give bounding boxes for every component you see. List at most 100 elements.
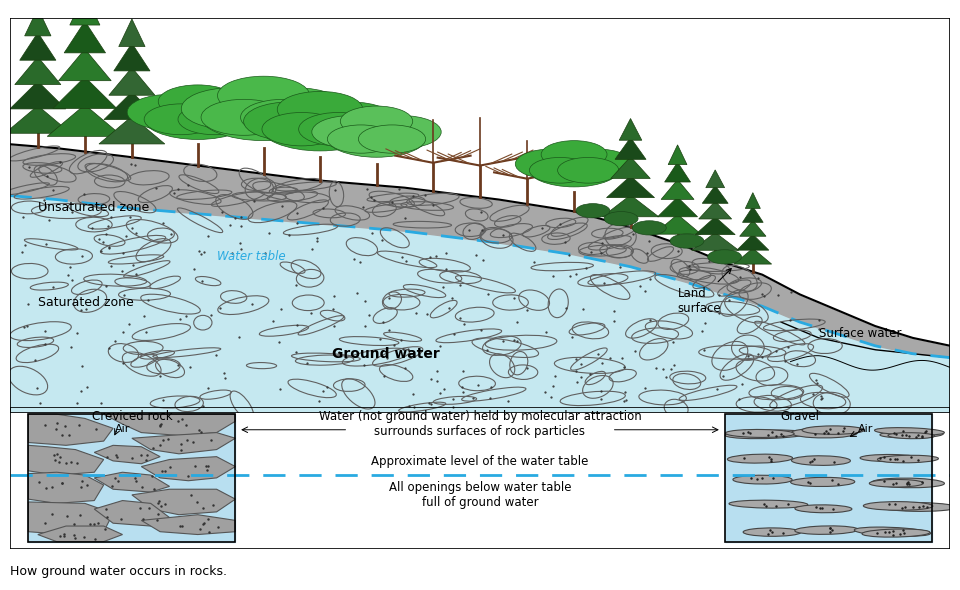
Circle shape [312, 116, 390, 148]
Polygon shape [703, 185, 728, 204]
Polygon shape [611, 157, 650, 179]
Circle shape [529, 158, 590, 183]
Polygon shape [94, 445, 160, 464]
Polygon shape [14, 57, 60, 84]
Polygon shape [737, 234, 769, 250]
Polygon shape [10, 18, 950, 346]
Circle shape [201, 99, 287, 135]
Text: Water table: Water table [217, 250, 285, 263]
Polygon shape [691, 232, 739, 250]
Ellipse shape [743, 528, 801, 536]
Circle shape [541, 140, 607, 168]
Polygon shape [654, 214, 701, 234]
Circle shape [358, 125, 425, 153]
Polygon shape [59, 49, 111, 81]
Polygon shape [10, 18, 950, 358]
Polygon shape [619, 119, 642, 140]
Text: Gravel: Gravel [780, 410, 820, 423]
Polygon shape [119, 19, 145, 47]
Text: Creviced rock: Creviced rock [91, 410, 172, 423]
Polygon shape [53, 77, 117, 109]
Polygon shape [745, 192, 760, 208]
Ellipse shape [863, 502, 933, 510]
Circle shape [299, 113, 378, 146]
Ellipse shape [795, 526, 858, 535]
Ellipse shape [729, 500, 807, 508]
Text: Air: Air [858, 424, 874, 434]
Circle shape [304, 102, 396, 140]
Text: Unsaturated zone: Unsaturated zone [37, 201, 149, 214]
Circle shape [527, 148, 621, 187]
Circle shape [576, 204, 610, 218]
Text: Ground water: Ground water [332, 347, 440, 360]
Polygon shape [706, 170, 725, 188]
Polygon shape [94, 500, 170, 526]
Ellipse shape [791, 428, 857, 438]
Circle shape [127, 94, 212, 130]
Polygon shape [47, 105, 123, 136]
Text: Water (not ground water) held by molecular attraction
surrounds surfaces of rock: Water (not ground water) held by molecul… [319, 410, 641, 438]
Circle shape [259, 100, 381, 151]
Polygon shape [725, 414, 931, 542]
Circle shape [340, 106, 413, 136]
Ellipse shape [791, 456, 851, 466]
Bar [725, 414, 931, 542]
Polygon shape [29, 414, 113, 445]
Ellipse shape [875, 428, 945, 435]
Ellipse shape [728, 454, 793, 463]
Polygon shape [64, 21, 106, 53]
Circle shape [247, 88, 346, 129]
Ellipse shape [888, 432, 934, 439]
Polygon shape [37, 526, 123, 542]
Text: Approximate level of the water table: Approximate level of the water table [372, 455, 588, 468]
Polygon shape [739, 221, 766, 236]
Polygon shape [10, 81, 66, 109]
Circle shape [144, 104, 218, 135]
Polygon shape [781, 322, 950, 413]
Ellipse shape [862, 529, 930, 537]
Circle shape [198, 86, 329, 140]
Circle shape [183, 94, 268, 130]
Polygon shape [132, 489, 235, 514]
Text: Saturated zone: Saturated zone [37, 296, 133, 309]
Ellipse shape [795, 505, 852, 513]
Polygon shape [668, 145, 687, 165]
Polygon shape [742, 206, 763, 222]
Ellipse shape [802, 426, 864, 434]
Polygon shape [132, 432, 235, 454]
Circle shape [158, 85, 237, 118]
Polygon shape [699, 201, 732, 219]
Polygon shape [29, 414, 235, 542]
Circle shape [327, 125, 395, 153]
Ellipse shape [877, 455, 939, 463]
Polygon shape [104, 92, 160, 120]
Polygon shape [20, 32, 56, 60]
Polygon shape [29, 445, 104, 475]
Ellipse shape [872, 478, 945, 488]
Polygon shape [661, 179, 694, 199]
Polygon shape [114, 43, 150, 71]
Text: How ground water occurs in rocks.: How ground water occurs in rocks. [10, 565, 227, 578]
Circle shape [708, 250, 741, 264]
Text: Surface water: Surface water [819, 327, 901, 340]
Polygon shape [615, 137, 646, 159]
Circle shape [244, 102, 335, 140]
Polygon shape [70, 0, 100, 25]
Circle shape [262, 113, 342, 146]
Polygon shape [29, 472, 104, 503]
Ellipse shape [725, 430, 807, 438]
Ellipse shape [869, 480, 924, 487]
Text: All openings below water table
full of ground water: All openings below water table full of g… [389, 481, 571, 509]
Circle shape [141, 92, 254, 139]
Polygon shape [141, 514, 235, 535]
Text: Air: Air [115, 424, 131, 434]
Circle shape [364, 116, 442, 148]
Ellipse shape [860, 454, 920, 462]
Polygon shape [602, 195, 659, 217]
Polygon shape [99, 116, 165, 144]
Ellipse shape [878, 503, 956, 512]
Polygon shape [25, 8, 51, 36]
Polygon shape [29, 502, 113, 535]
Circle shape [516, 149, 586, 179]
Circle shape [181, 88, 280, 129]
